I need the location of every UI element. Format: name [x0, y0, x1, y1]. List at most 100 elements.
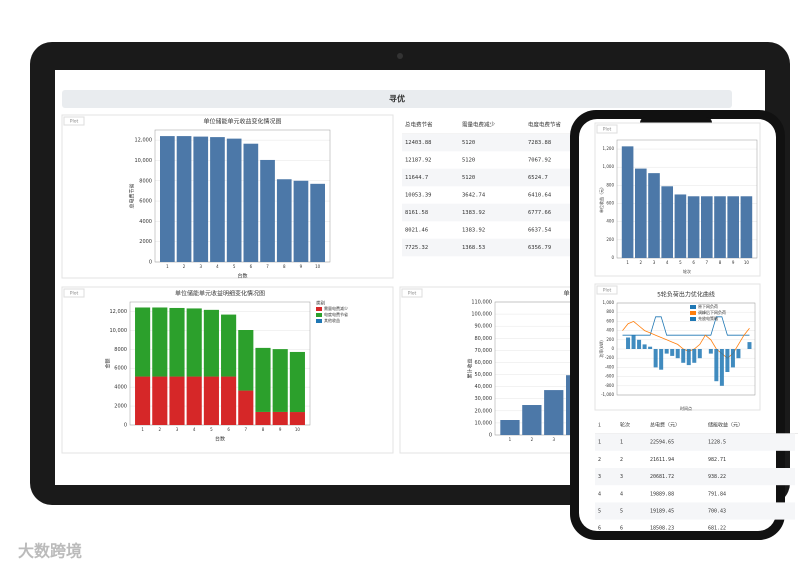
plot-badge-label: Plot — [603, 288, 612, 294]
y-tick-label: 12,000 — [110, 309, 128, 315]
chart-title: 5轮负荷出力优化曲线 — [657, 291, 715, 299]
plot-badge-label: Plot — [70, 291, 79, 297]
row-stripe — [595, 502, 795, 520]
x-tick-label: 1 — [626, 260, 629, 265]
row-stripe — [595, 433, 795, 451]
bar — [634, 168, 647, 258]
y-tick-label: 0 — [611, 255, 614, 260]
bar — [626, 337, 631, 349]
x-tick-label: 7 — [245, 427, 248, 432]
cell: 681.22 — [708, 526, 726, 532]
bar — [681, 349, 686, 363]
x-tick-label: 2 — [531, 437, 534, 442]
bar — [725, 349, 730, 372]
bar-segment — [238, 390, 254, 425]
bar — [687, 196, 700, 258]
legend-label: 调峰后下网负荷 — [698, 309, 726, 315]
bar — [708, 349, 713, 354]
cell: 1 — [620, 440, 623, 446]
y-axis-label: 总电费节省 — [129, 183, 136, 208]
x-tick-label: 3 — [552, 437, 555, 442]
row-stripe — [595, 468, 795, 486]
y-axis-label: 单位收益（元） — [598, 185, 604, 213]
cell: 6 — [620, 526, 623, 532]
bar-segment — [135, 376, 151, 425]
bar-segment — [289, 412, 305, 425]
y-axis-label: 功率(kW) — [598, 340, 604, 358]
y-tick-label: 10,000 — [110, 328, 128, 334]
bar — [727, 196, 740, 258]
cell: 1383.92 — [462, 228, 485, 234]
x-tick-label: 8 — [262, 427, 265, 432]
x-tick-label: 2 — [640, 260, 643, 265]
column-header: i — [598, 423, 601, 429]
cell: 8161.58 — [405, 210, 428, 216]
y-tick-label: 110,000 — [471, 300, 492, 306]
cell: 5120 — [462, 175, 475, 181]
y-tick-label: 8000 — [114, 347, 127, 353]
cell: 982.71 — [708, 457, 726, 463]
bar-segment — [152, 307, 168, 377]
y-tick-label: -1,000 — [601, 392, 614, 397]
legend-label: 原下网负荷 — [698, 303, 718, 309]
y-tick-label: 4000 — [114, 385, 127, 391]
bar — [697, 349, 702, 359]
bar — [522, 405, 542, 435]
x-tick-label: 6 — [692, 260, 695, 265]
x-tick-label: 4 — [216, 264, 219, 269]
header-title: 寻优 — [389, 94, 405, 104]
cell: 1228.5 — [708, 440, 726, 446]
bar-segment — [221, 314, 237, 377]
column-header: 总电费（元） — [650, 422, 680, 429]
y-tick-label: 100,000 — [471, 312, 492, 318]
cell: 791.84 — [708, 491, 726, 497]
bar — [664, 349, 669, 354]
plot-frame — [616, 139, 758, 259]
panel — [594, 283, 761, 411]
y-tick-label: 30,000 — [475, 396, 493, 402]
y-axis-label: 累计收益 — [467, 358, 474, 378]
cell: 5 — [598, 509, 601, 515]
bar — [648, 346, 653, 349]
column-header: 储能收益（元） — [708, 422, 743, 429]
bar — [714, 196, 726, 258]
cell: 2 — [620, 457, 623, 463]
legend-swatch — [690, 311, 696, 315]
plot-frame — [616, 302, 756, 396]
legend-label: 电度电费节省 — [324, 311, 348, 317]
bar-segment — [203, 376, 219, 425]
y-tick-label: 10,000 — [475, 420, 493, 426]
bar — [740, 196, 753, 258]
phone: Plot Plot 0 200 400 600 800 1,000 1,200 轮次 单位收益（元）… — [570, 110, 798, 540]
column-header: 轮次 — [620, 422, 630, 429]
cell: 6524.7 — [528, 175, 548, 181]
plot-badge — [401, 288, 423, 298]
bar — [193, 136, 209, 262]
bar-segment — [255, 347, 271, 412]
bar — [670, 349, 675, 356]
column-header: 总电费节省 — [405, 121, 433, 129]
bar — [674, 194, 687, 258]
bar — [659, 349, 664, 370]
y-tick-label: 0 — [149, 260, 152, 266]
bar — [243, 143, 259, 262]
header-bar — [62, 90, 732, 108]
plot-badge — [63, 288, 85, 298]
plot-badge-label: Plot — [70, 119, 79, 125]
cell: 5120 — [462, 140, 475, 146]
y-tick-label: 200 — [606, 337, 614, 342]
y-tick-label: 200 — [606, 237, 614, 242]
y-tick-label: -200 — [605, 355, 615, 360]
y-tick-label: 80,000 — [475, 336, 493, 342]
bar-segment — [272, 411, 288, 425]
bar-segment — [221, 376, 237, 425]
cell: 6356.79 — [528, 245, 551, 251]
y-tick-label: 2000 — [114, 404, 127, 410]
column-header: 需量电费减少 — [462, 121, 496, 129]
bar-segment — [169, 376, 185, 425]
bar — [675, 349, 680, 359]
y-tick-label: 0 — [489, 433, 492, 439]
plot-frame — [154, 129, 331, 263]
y-tick-label: 60,000 — [475, 360, 493, 366]
x-tick-label: 8 — [283, 264, 286, 269]
